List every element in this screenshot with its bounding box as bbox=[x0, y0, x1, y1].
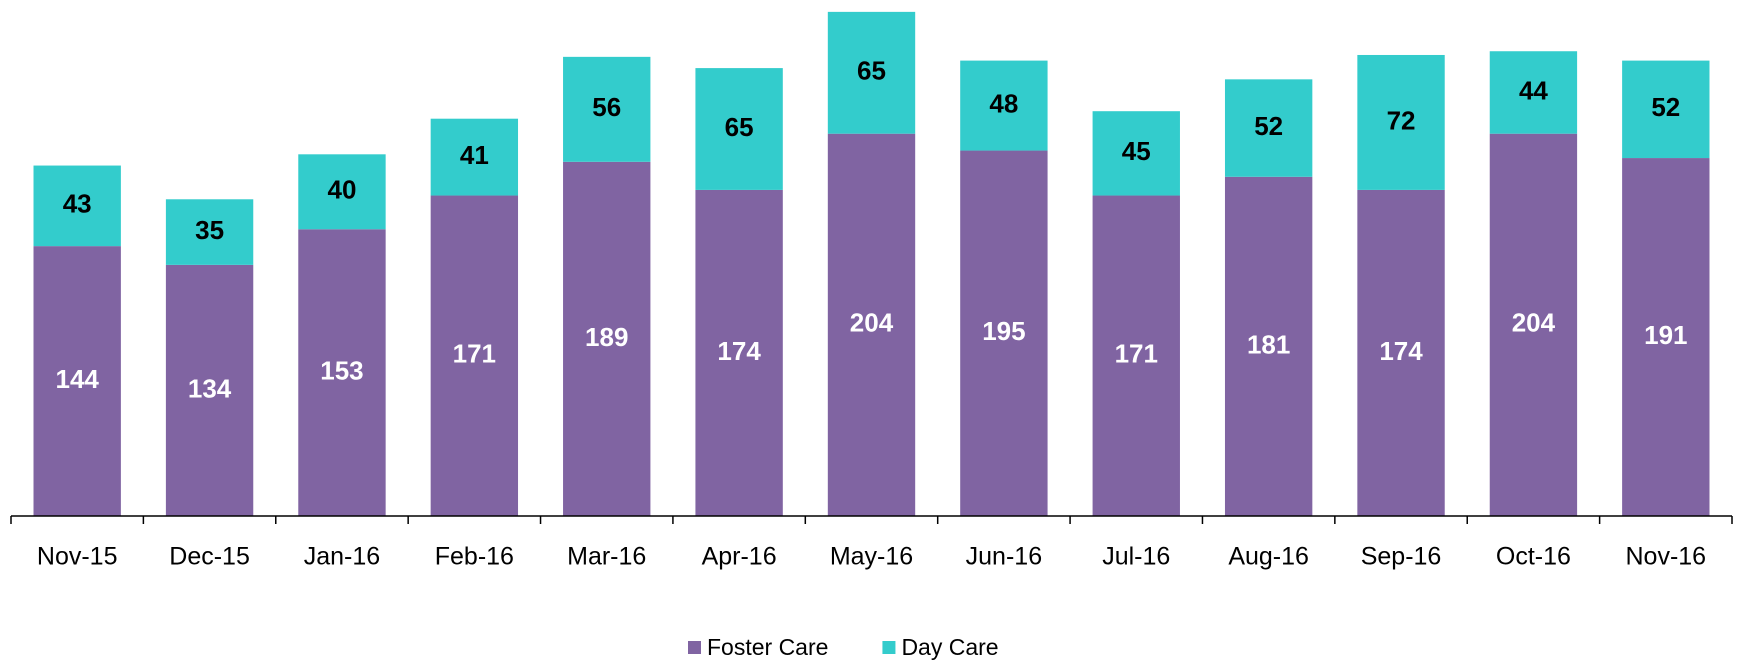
x-tick-label: Sep-16 bbox=[1361, 543, 1442, 571]
x-tick-label: Aug-16 bbox=[1228, 543, 1309, 571]
bar-segment bbox=[430, 118, 519, 196]
data-label: 174 bbox=[1379, 336, 1423, 366]
data-label: 45 bbox=[1122, 136, 1151, 166]
x-tick-label: Nov-15 bbox=[37, 543, 118, 571]
data-label: 134 bbox=[188, 373, 232, 403]
x-tick-label: Feb-16 bbox=[435, 543, 514, 571]
bar-segment bbox=[695, 189, 783, 516]
legend-label: Foster Care bbox=[707, 634, 828, 660]
data-label: 56 bbox=[592, 92, 621, 122]
bar-segment bbox=[165, 199, 254, 265]
data-label: 181 bbox=[1247, 329, 1290, 359]
legend-swatch bbox=[688, 641, 701, 654]
bar-segment bbox=[430, 195, 519, 517]
bar-segment bbox=[1092, 195, 1180, 517]
bar-segment bbox=[1357, 189, 1445, 516]
data-label: 191 bbox=[1644, 320, 1687, 350]
data-label: 52 bbox=[1254, 111, 1283, 141]
bar-segment bbox=[1489, 133, 1578, 516]
data-label: 144 bbox=[55, 364, 99, 394]
x-tick-label: Jan-16 bbox=[304, 543, 380, 571]
bar-segment bbox=[1622, 60, 1710, 159]
x-tick-label: May-16 bbox=[830, 543, 913, 571]
data-label: 204 bbox=[1512, 308, 1556, 338]
x-tick-label: Nov-16 bbox=[1626, 543, 1707, 571]
bar-segment bbox=[1489, 51, 1578, 134]
bar-segment bbox=[827, 133, 916, 516]
bar-segment bbox=[1357, 54, 1445, 190]
bar-segment bbox=[33, 246, 121, 516]
x-tick-label: Oct-16 bbox=[1496, 543, 1571, 571]
data-label: 174 bbox=[717, 336, 761, 366]
bar-segment bbox=[298, 154, 386, 230]
data-label: 204 bbox=[850, 308, 894, 338]
bar-segment bbox=[960, 60, 1048, 151]
data-label: 41 bbox=[460, 140, 489, 170]
bar-segment bbox=[1224, 176, 1313, 516]
data-label: 65 bbox=[725, 112, 754, 142]
x-tick-label: Mar-16 bbox=[567, 543, 646, 571]
x-tick-label: Dec-15 bbox=[169, 543, 250, 571]
data-label: 43 bbox=[63, 189, 92, 219]
bar-segment bbox=[827, 11, 916, 134]
data-label: 52 bbox=[1651, 92, 1680, 122]
data-label: 48 bbox=[989, 88, 1018, 118]
bar-segment bbox=[563, 56, 651, 162]
bar-segment bbox=[1092, 111, 1180, 196]
bar-segment bbox=[165, 264, 254, 516]
data-label: 44 bbox=[1519, 75, 1548, 105]
bar-segment bbox=[695, 68, 783, 190]
data-label: 171 bbox=[453, 339, 496, 369]
bar-segment bbox=[1224, 79, 1313, 177]
x-tick-label: Jun-16 bbox=[966, 543, 1042, 571]
bar-segment bbox=[563, 161, 651, 517]
x-tick-label: Apr-16 bbox=[702, 543, 777, 571]
data-label: 171 bbox=[1115, 339, 1158, 369]
legend-label: Day Care bbox=[901, 634, 998, 660]
data-label: 72 bbox=[1387, 105, 1416, 135]
bar-segment bbox=[298, 229, 386, 516]
data-label: 153 bbox=[320, 356, 363, 386]
x-tick-label: Jul-16 bbox=[1102, 543, 1170, 571]
data-label: 35 bbox=[195, 215, 224, 245]
bar-segment bbox=[960, 150, 1048, 517]
data-label: 195 bbox=[982, 316, 1025, 346]
data-label: 40 bbox=[328, 175, 357, 205]
bar-segment bbox=[1622, 158, 1710, 516]
data-label: 65 bbox=[857, 56, 886, 86]
bar-segment bbox=[33, 165, 121, 247]
legend-swatch bbox=[882, 641, 896, 654]
data-label: 189 bbox=[585, 322, 628, 352]
